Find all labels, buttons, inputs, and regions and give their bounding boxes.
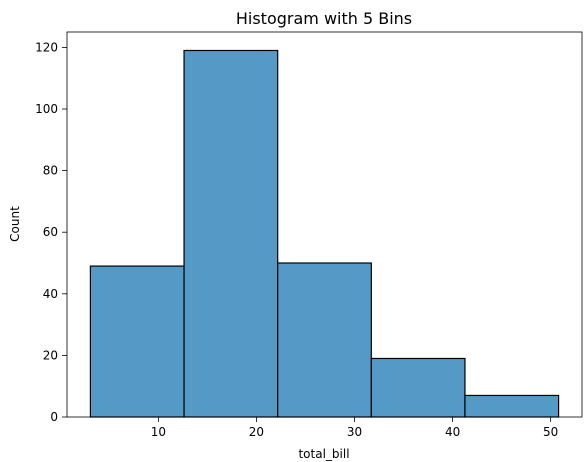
x-tick-label-30: 30 [347, 425, 362, 439]
y-tick-label-80: 80 [43, 164, 58, 178]
bar-bin-5 [464, 394, 560, 418]
y-axis-ticks: 0 20 40 60 80 100 120 [35, 40, 67, 424]
y-tick-label-40: 40 [43, 287, 58, 301]
y-tick-label-0: 0 [50, 410, 58, 424]
x-tick-label-50: 50 [543, 425, 558, 439]
x-tick-label-10: 10 [151, 425, 166, 439]
bars-group [89, 49, 560, 418]
y-tick-label-120: 120 [35, 40, 58, 54]
bar-bin-4 [370, 357, 466, 418]
plot-area: 10 20 30 40 50 0 20 40 60 80 100 120 [35, 31, 583, 439]
y-tick-label-20: 20 [43, 348, 58, 362]
bar-bin-2 [183, 49, 279, 418]
y-axis-label: Count [8, 206, 22, 242]
x-tick-label-40: 40 [445, 425, 460, 439]
x-axis-label: total_bill [298, 447, 349, 461]
y-tick-label-60: 60 [43, 225, 58, 239]
y-tick-label-100: 100 [35, 102, 58, 116]
bar-bin-1 [89, 265, 185, 418]
bar-bin-3 [277, 262, 372, 418]
chart-title: Histogram with 5 Bins [236, 9, 412, 28]
x-axis-ticks: 10 20 30 40 50 [151, 417, 558, 439]
x-tick-label-20: 20 [249, 425, 264, 439]
